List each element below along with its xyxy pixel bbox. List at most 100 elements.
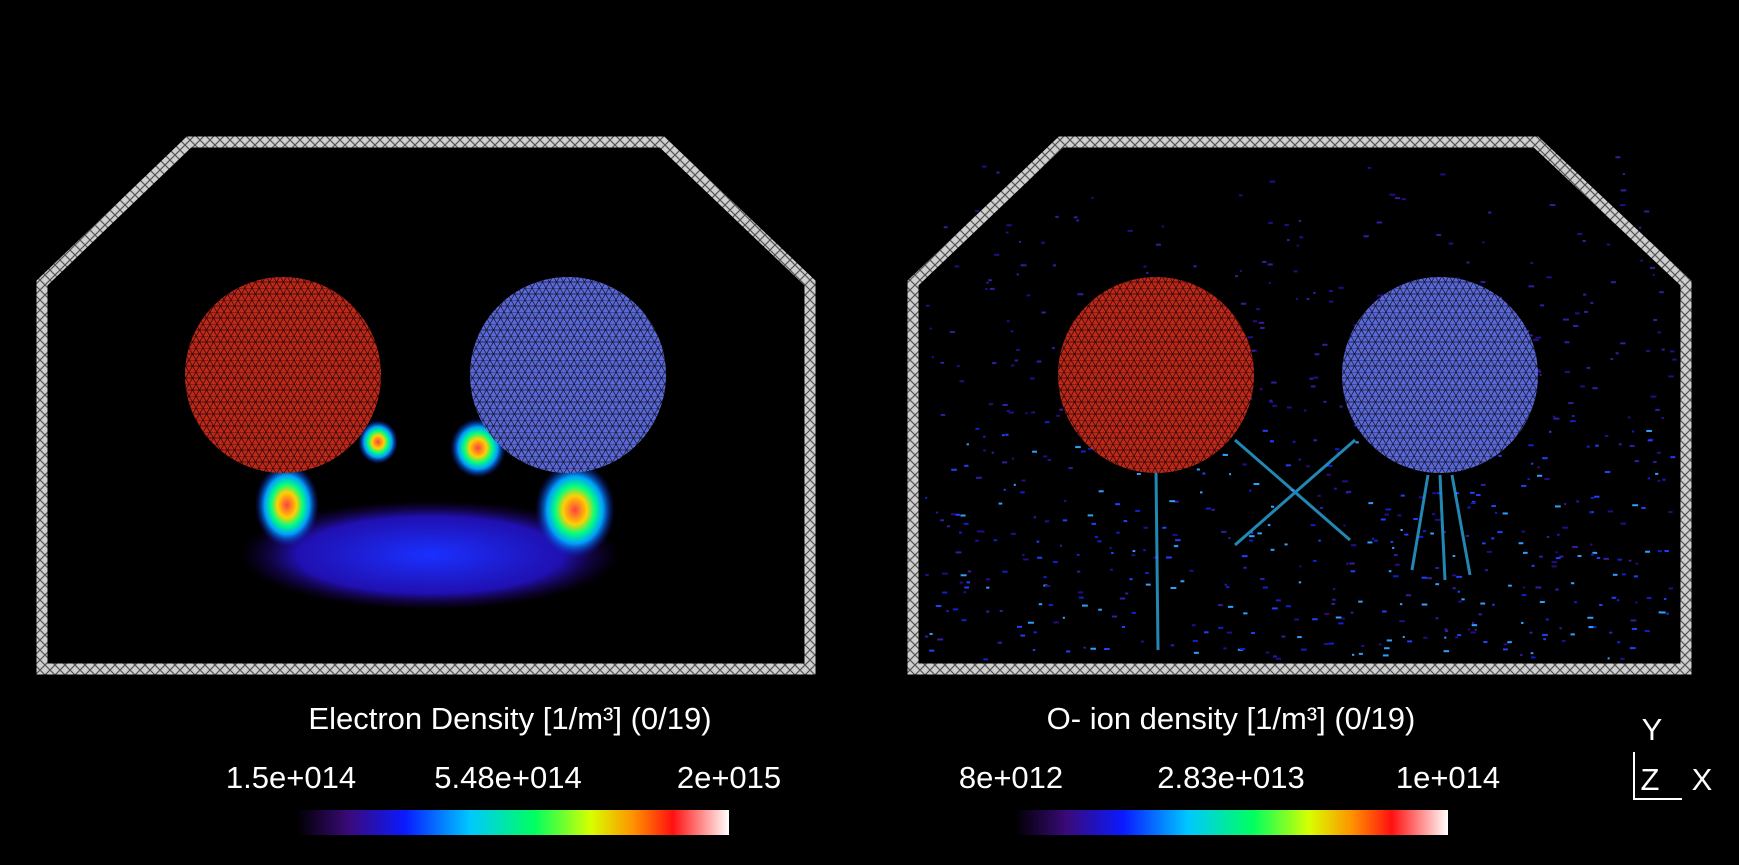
speck	[1488, 212, 1491, 214]
speck	[1014, 484, 1016, 486]
speck	[1478, 613, 1481, 615]
colorbar-label: 2e+015	[677, 760, 781, 795]
speck	[1672, 359, 1677, 361]
speck	[1338, 622, 1343, 624]
speck	[1259, 322, 1265, 324]
speck	[1268, 222, 1273, 224]
speck	[1200, 491, 1203, 493]
speck	[1472, 622, 1474, 624]
speck	[1546, 276, 1551, 278]
speck	[1387, 639, 1392, 641]
speck	[1537, 475, 1542, 477]
speck	[1570, 420, 1576, 422]
speck	[1669, 587, 1673, 589]
speck	[1532, 565, 1535, 567]
speck	[1620, 204, 1626, 206]
speck	[1406, 594, 1411, 596]
speck	[1658, 550, 1662, 552]
speck	[1440, 173, 1445, 175]
speck	[1263, 430, 1268, 432]
speck	[1223, 647, 1226, 649]
speck	[1573, 325, 1578, 327]
speck	[1529, 285, 1535, 287]
speck	[1593, 626, 1596, 628]
speck	[1311, 385, 1316, 387]
speck	[1395, 564, 1400, 566]
speck	[1079, 597, 1084, 599]
speck	[1128, 230, 1133, 232]
speck	[1400, 529, 1402, 531]
speck	[1276, 658, 1281, 660]
speck	[1647, 597, 1652, 599]
speck	[1137, 473, 1141, 475]
speck	[1382, 611, 1387, 613]
speck	[1294, 270, 1298, 272]
speck	[1268, 524, 1271, 526]
speck	[1120, 598, 1126, 600]
speck	[1670, 456, 1675, 458]
speck	[1562, 527, 1568, 529]
speck	[1313, 439, 1317, 441]
speck	[1124, 520, 1128, 522]
speck	[941, 414, 945, 416]
speck	[1090, 648, 1096, 650]
speck	[1334, 488, 1336, 490]
speck	[1661, 417, 1664, 419]
speck	[1576, 500, 1579, 502]
speck	[1539, 556, 1543, 558]
speck	[1146, 272, 1148, 274]
speck	[1053, 621, 1058, 623]
speck	[1619, 443, 1622, 445]
speck	[1640, 260, 1643, 262]
page: {"panels": [ {"title": "Electron Density…	[0, 0, 1739, 865]
speck	[1599, 604, 1602, 606]
speck	[992, 362, 997, 364]
speck	[1497, 531, 1502, 533]
speck	[1324, 643, 1330, 645]
speck	[1056, 415, 1060, 417]
speck	[1324, 613, 1329, 615]
speck	[1228, 537, 1230, 539]
speck	[1445, 630, 1448, 632]
speck	[1270, 181, 1276, 183]
speck	[1503, 648, 1508, 650]
speck	[963, 591, 966, 593]
speck	[1006, 224, 1011, 226]
speck	[1491, 537, 1494, 539]
speck	[1530, 262, 1533, 264]
speck	[1453, 555, 1456, 557]
speck	[983, 436, 985, 438]
speck	[1634, 575, 1638, 577]
speck	[1482, 241, 1484, 243]
speck	[1355, 441, 1358, 443]
speck	[1327, 474, 1331, 476]
speck	[1565, 371, 1570, 373]
speck	[1605, 435, 1608, 437]
colorbar-label: 8e+012	[959, 760, 1063, 795]
speck	[1260, 388, 1263, 390]
speck	[1644, 210, 1649, 212]
speck	[1646, 430, 1652, 432]
speck	[1621, 523, 1627, 525]
speck	[1242, 555, 1248, 557]
speck	[1312, 618, 1318, 620]
speck	[1555, 589, 1559, 591]
speck	[962, 619, 967, 621]
speck	[1122, 626, 1125, 628]
speck	[1294, 619, 1299, 621]
speck	[1133, 550, 1136, 552]
speck	[953, 608, 958, 610]
speck	[1270, 440, 1274, 442]
speck	[1110, 569, 1113, 571]
speck	[1485, 569, 1488, 571]
speck	[925, 497, 927, 499]
speck	[1668, 511, 1672, 513]
speck	[1033, 649, 1035, 651]
speck	[1336, 617, 1342, 619]
speck	[1605, 471, 1610, 473]
speck	[1143, 527, 1148, 529]
speck	[1175, 539, 1180, 541]
speck	[1419, 536, 1423, 538]
speck	[1435, 583, 1439, 585]
speck	[1162, 527, 1166, 529]
